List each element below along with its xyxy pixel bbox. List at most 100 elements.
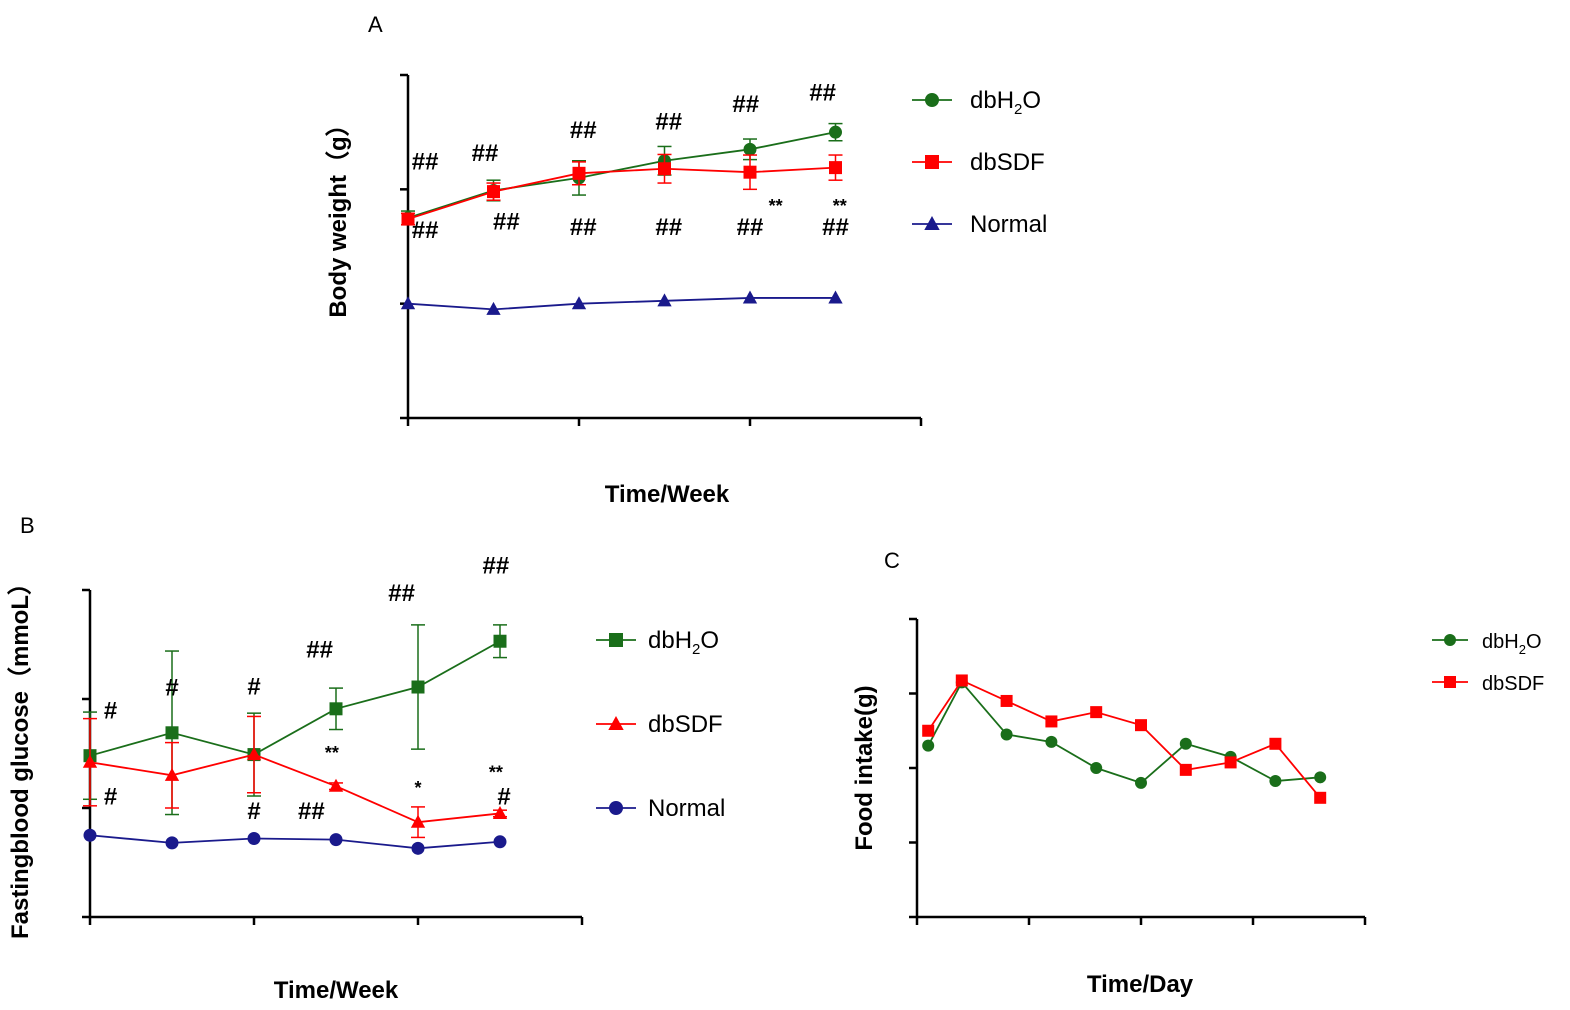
panel-b-significance-mark: # (247, 674, 260, 701)
panel-c-data-point (1179, 763, 1192, 776)
panel-b-significance-mark: ## (306, 637, 333, 664)
panel-c-data-point (1000, 694, 1013, 707)
panel-a-legend-label-main: dbH (970, 87, 1014, 114)
panel-a-data-point (657, 293, 672, 307)
panel-c-data-point (1000, 728, 1013, 741)
panel-a-legend-label-subscript: 2 (1014, 101, 1022, 118)
panel-b-data-point (83, 828, 97, 842)
panel-a-significance-mark: ## (737, 214, 764, 241)
panel-a-significance-mark: ## (655, 214, 682, 241)
panel-c-data-point (1135, 776, 1147, 789)
panel-a-data-point (743, 165, 757, 179)
panel-a-legend-entry-normal: Normal (912, 211, 1047, 238)
panel-a-data-point (400, 296, 416, 310)
panel-a: A Time/Week Body weight（g） ## ## ## ## ## ## #… (325, 12, 1047, 508)
panel-a-significance-mark: ## (472, 140, 499, 167)
panel-b-plot-area: ## ######### ###***** (82, 553, 511, 855)
panel-b-significance-mark: * (414, 778, 421, 798)
panel-b: B Time/Week Fastingblood glucose（mmoL） #… (7, 513, 725, 1004)
panel-c-legend-label: dbH2O (1482, 631, 1542, 657)
panel-a-letter: A (368, 12, 383, 37)
panel-c-data-point (1269, 737, 1282, 750)
panel-a-significance-mark: ## (655, 108, 682, 135)
panel-b-y-axis-title: Fastingblood glucose（mmoL） (7, 571, 34, 939)
panel-a-series-line (407, 131, 836, 219)
panel-b-significance-mark: ** (489, 763, 503, 783)
panel-a-significance-mark: ## (732, 91, 759, 118)
panel-b-data-point (411, 841, 425, 855)
panel-a-data-point (658, 162, 671, 176)
panel-b-data-point (492, 805, 508, 819)
panel-c-axes (909, 617, 1367, 925)
panel-b-data-point (246, 747, 262, 761)
panel-b-legend-marker (609, 801, 623, 815)
panel-a-legend-marker (925, 93, 939, 107)
panel-b-data-point (411, 680, 425, 694)
panel-a-significance-mark: ## (822, 214, 849, 241)
panel-a-series-dbsdf (401, 153, 843, 226)
panel-b-data-point (329, 833, 343, 847)
panel-a-data-point (829, 161, 842, 175)
panel-c-data-point (1314, 791, 1327, 804)
panel-c-y-axis-title: Food intake(g) (851, 685, 878, 850)
panel-a-significance-mark: ** (769, 196, 783, 216)
panel-b-legend-label-subscript: 2 (692, 641, 700, 658)
panel-c-legend-label-main: dbSDF (1482, 673, 1544, 695)
panel-a-axes (400, 73, 923, 426)
panel-a-data-point (571, 296, 587, 310)
panel-c-data-point (922, 724, 935, 737)
panel-a-significance-mark: ## (412, 148, 439, 175)
panel-a-legend: dbH2O dbSDF Normal (912, 87, 1047, 238)
panel-b-significance-mark: ** (325, 743, 339, 763)
panel-c-data-point (955, 674, 968, 687)
panel-b-legend-label-main: dbH (648, 627, 692, 654)
panel-c-data-point (1090, 762, 1103, 774)
panel-a-significance-mark: ## (809, 80, 836, 107)
panel-a-plot-area: ## #### #### #### ## ## ## ## ##** ** (400, 80, 849, 315)
panel-b-series-line (89, 753, 501, 824)
panel-a-significance-mark: ## (412, 217, 439, 244)
panel-b-legend-label-main: dbSDF (648, 711, 723, 738)
panel-b-legend: dbH2O dbSDF Normal (596, 627, 725, 822)
panel-b-significance-mark: ## (483, 553, 510, 580)
panel-b-series-line (89, 640, 501, 757)
panel-c-data-point (1179, 737, 1192, 750)
panel-a-legend-entry-dbh2o: dbH2O (912, 87, 1041, 118)
panel-c-series-dbh2o (922, 676, 1327, 789)
panel-b-series-dbh2o (83, 624, 507, 816)
panel-b-legend-label-main: Normal (648, 795, 725, 822)
panel-b-significance-mark: # (165, 675, 178, 702)
panel-a-series-normal (400, 290, 843, 315)
panel-a-legend-marker (924, 215, 940, 230)
panel-b-letter: B (20, 513, 35, 538)
panel-b-legend-label: dbH2O (648, 627, 719, 658)
panel-b-significance-mark: ## (298, 798, 325, 825)
panel-c-series-line (927, 680, 1321, 784)
panel-a-series-line (407, 297, 836, 311)
panel-c-series-dbsdf (922, 674, 1327, 804)
panel-b-significance-mark: # (247, 798, 260, 825)
panel-c-legend: dbH2O dbSDF (1432, 631, 1544, 695)
panel-c-legend-label: dbSDF (1482, 673, 1544, 695)
panel-a-legend-label-main: dbSDF (970, 149, 1045, 176)
panel-c-legend-label-main: dbH (1482, 631, 1519, 653)
panel-b-x-axis-title: Time/Week (274, 977, 399, 1004)
panel-a-significance-mark: ## (493, 208, 520, 235)
panel-a-series-line (407, 166, 836, 220)
panel-a-significance-mark: ** (833, 196, 847, 216)
panel-c-data-point (1224, 756, 1237, 769)
panel-a-data-point (828, 290, 843, 304)
panel-a-data-point (829, 125, 842, 139)
panel-b-data-point (493, 634, 507, 648)
panel-b-legend-entry-dbh2o: dbH2O (596, 627, 719, 658)
panel-b-significance-mark: # (497, 784, 510, 811)
panel-a-x-axis-title: Time/Week (605, 481, 730, 508)
panel-a-legend-entry-dbsdf: dbSDF (912, 149, 1045, 176)
panel-c-legend-marker (1444, 634, 1456, 646)
panel-c-plot-area (922, 674, 1327, 804)
panel-a-data-point (487, 185, 500, 199)
panel-c-legend-label-tail: O (1526, 631, 1542, 653)
panel-a-data-point (743, 142, 757, 156)
